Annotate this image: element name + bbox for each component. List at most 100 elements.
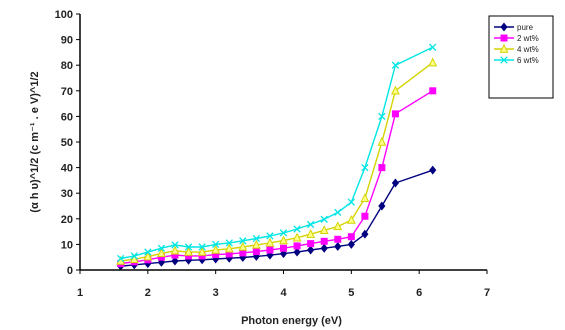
marker-stroke: [293, 225, 301, 233]
x-tick-label: 4: [280, 287, 287, 299]
marker-stroke: [184, 243, 193, 251]
data-point: [143, 251, 153, 261]
data-point: [117, 254, 125, 263]
data-point: [130, 252, 138, 260]
series-line: [120, 46, 434, 260]
data-point: [198, 243, 206, 251]
data-point: [378, 164, 386, 172]
data-point: [360, 193, 370, 203]
data-point: [347, 198, 355, 206]
data-point: [239, 237, 247, 245]
x-axis-title: Photon energy (eV): [241, 315, 342, 327]
data-point: [279, 235, 288, 245]
x-tick-label: 3: [213, 287, 219, 299]
legend-marker: [499, 43, 509, 53]
data-point: [212, 240, 220, 249]
marker-stroke: [500, 56, 508, 64]
marker-stroke: [117, 254, 125, 263]
x-tick-label: 6: [416, 287, 422, 299]
marker-stroke: [225, 239, 233, 247]
data-point: [157, 244, 166, 252]
marker-stroke: [347, 198, 355, 206]
y-tick-label: 30: [61, 188, 73, 200]
data-point: [391, 110, 399, 118]
data-point: [306, 220, 315, 229]
data-point: [171, 256, 179, 266]
marker-stroke: [391, 61, 400, 69]
marker-stroke: [130, 252, 138, 260]
data-point: [320, 243, 328, 253]
marker-stroke: [144, 248, 152, 256]
data-point: [170, 245, 180, 255]
plot-series: [116, 43, 438, 271]
marker-stroke: [266, 232, 274, 240]
data-point: [333, 221, 343, 231]
series-line: [120, 90, 434, 265]
data-point: [184, 243, 193, 251]
marker-stroke: [361, 163, 369, 172]
data-point: [144, 248, 152, 256]
data-point: [347, 239, 355, 249]
data-point: [320, 215, 328, 223]
x-tick-label: 2: [145, 287, 151, 299]
data-point: [306, 229, 316, 238]
x-tick-label: 5: [348, 287, 354, 299]
data-point: [378, 112, 386, 121]
y-tick-label: 100: [55, 9, 73, 21]
data-point: [252, 234, 261, 243]
data-point: [429, 165, 437, 175]
marker-stroke: [252, 234, 261, 243]
data-point: [225, 239, 233, 247]
data-point: [429, 87, 437, 95]
marker-stroke: [171, 241, 179, 249]
data-point: [361, 212, 369, 220]
data-point: [347, 233, 355, 241]
legend-label: 2 wt%: [517, 34, 539, 43]
y-tick-label: 10: [61, 239, 73, 251]
y-axis-ticks: 0 10 20 30 40 50 60 70 80 90 100: [55, 9, 80, 277]
data-point: [391, 178, 400, 188]
data-point: [391, 85, 400, 95]
data-point: [307, 240, 315, 248]
data-point: [171, 241, 179, 249]
legend-label: 6 wt%: [517, 56, 539, 65]
data-point: [197, 246, 207, 256]
data-point: [266, 232, 274, 240]
y-tick-label: 80: [61, 60, 73, 72]
series-diamond: [117, 165, 437, 271]
legend: pure 2 wt% 4 wt% 6 wt%: [488, 15, 554, 99]
data-point: [211, 244, 221, 254]
legend-label: 4 wt%: [517, 45, 539, 54]
y-tick-label: 70: [61, 86, 73, 98]
data-point: [334, 235, 342, 243]
legend-label: pure: [517, 23, 534, 32]
y-tick-label: 20: [61, 214, 73, 226]
data-point: [293, 247, 301, 257]
series-x: [117, 43, 437, 263]
data-point: [320, 237, 328, 245]
marker-stroke: [198, 243, 206, 251]
marker-stroke: [320, 215, 328, 223]
marker-stroke: [239, 237, 247, 245]
x-axis-ticks: 1 2 3 4 5 6 7: [77, 270, 490, 299]
y-tick-label: 50: [61, 137, 73, 149]
series-square: [117, 87, 437, 268]
data-point: [361, 163, 369, 172]
y-axis-title: (α h υ)^1/2 (c m⁻¹ . e V)^1/2: [29, 71, 41, 212]
marker-stroke: [378, 112, 386, 121]
x-tick-label: 1: [77, 287, 83, 299]
marker-stroke: [279, 229, 288, 237]
series-line: [120, 62, 434, 262]
series-triangle: [116, 57, 438, 265]
data-point: [293, 225, 301, 233]
series-line: [120, 169, 433, 267]
marker-stroke: [429, 43, 437, 51]
marker-stroke: [157, 244, 166, 252]
data-point: [293, 242, 301, 250]
data-point: [279, 244, 287, 252]
data-point: [184, 246, 193, 256]
data-point: [265, 237, 275, 247]
data-point: [251, 239, 261, 249]
marker-stroke: [306, 220, 315, 229]
